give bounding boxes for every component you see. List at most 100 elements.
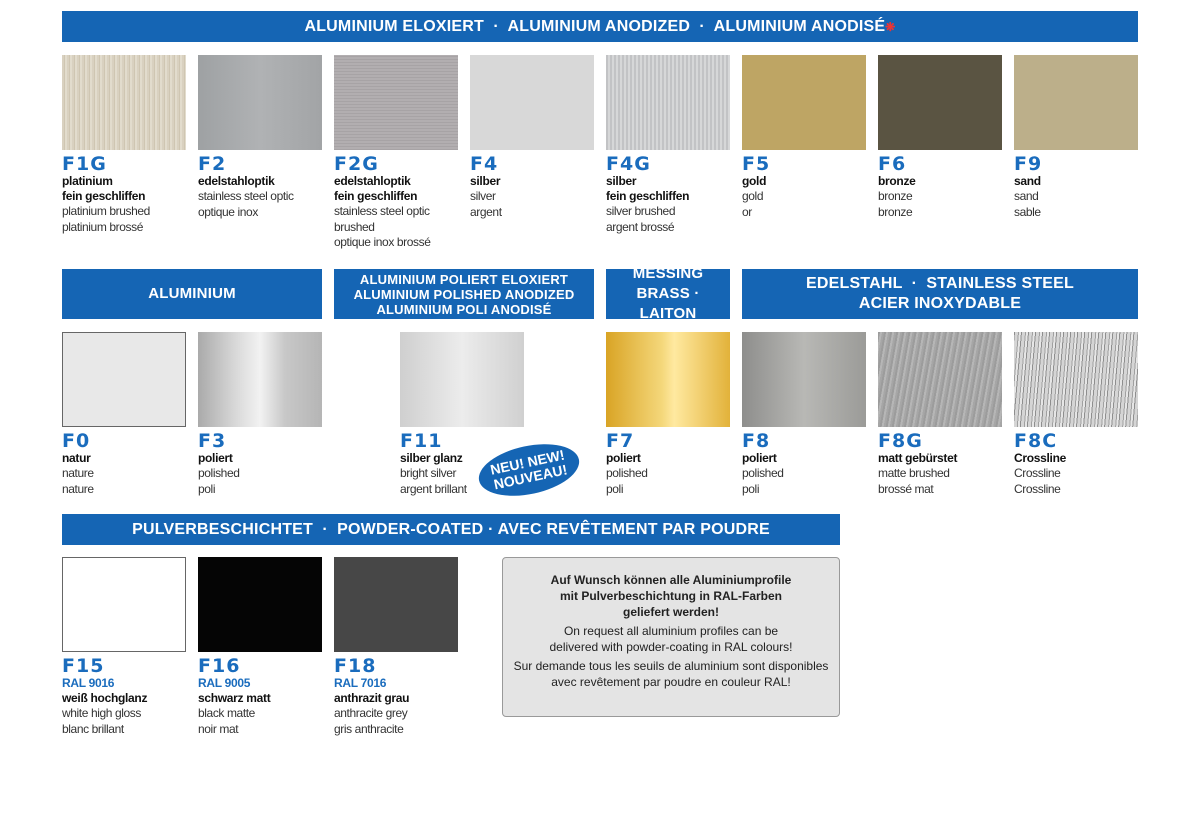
finish-item-f11: F11 silber glanz bright silver argent brill… bbox=[400, 332, 524, 497]
name-german: sand bbox=[1014, 174, 1041, 188]
finish-item-f1g: F1G platinium fein geschliffen platinium br… bbox=[62, 55, 186, 235]
header-line: ACIER INOXYDABLE bbox=[858, 295, 1022, 312]
note-line: mit Pulverbeschichtung in RAL-Farben bbox=[559, 589, 783, 603]
finish-swatch bbox=[334, 55, 458, 150]
finish-code: F8 bbox=[742, 430, 771, 452]
finish-code: F16 bbox=[198, 655, 241, 677]
finish-swatch bbox=[606, 332, 730, 427]
name-translation: matte brushed bbox=[878, 466, 950, 480]
finish-item-f16: F16 RAL 9005 schwarz matt black matte noir m… bbox=[198, 557, 322, 737]
finish-item-f4: F4 silber silver argent bbox=[470, 55, 594, 220]
finish-code: F8G bbox=[878, 430, 923, 452]
finish-code: F15 bbox=[62, 655, 105, 677]
header-line: ALUMINIUM POLISHED ANODIZED bbox=[353, 286, 575, 302]
name-german: natur bbox=[62, 451, 91, 465]
finish-item-f8g: F8G matt gebürstet matte brushed brossé mat bbox=[878, 332, 1002, 497]
name-translation: sable bbox=[1014, 204, 1041, 219]
ral-code: RAL 9016 bbox=[62, 676, 115, 690]
name-translation: or bbox=[742, 204, 752, 219]
finish-swatch bbox=[1014, 55, 1138, 150]
name-translation: brushed bbox=[334, 219, 375, 234]
name-translation: blanc brillant bbox=[62, 721, 124, 736]
finish-swatch bbox=[1014, 332, 1138, 427]
section-header-aluminium: ALUMINIUM bbox=[62, 269, 322, 319]
finish-item-f8c: F8C Crossline Crossline Crossline bbox=[1014, 332, 1138, 497]
name-translation: platinium brossé bbox=[62, 219, 143, 234]
name-translation: bright silver bbox=[400, 466, 457, 480]
name-german: schwarz matt bbox=[198, 691, 271, 705]
name-translation: optique inox brossé bbox=[334, 235, 431, 249]
finish-item-f4g: F4G silber fein geschliffen silver brushed a… bbox=[606, 55, 730, 235]
finish-item-f9: F9 sand sand sable bbox=[1014, 55, 1138, 220]
header-line: EDELSTAHL · STAINLESS STEEL bbox=[805, 275, 1075, 292]
finish-item-f3: F3 poliert polished poli bbox=[198, 332, 322, 497]
name-translation: Crossline bbox=[1014, 481, 1061, 496]
finish-code: F0 bbox=[62, 430, 91, 452]
finish-swatch bbox=[198, 557, 322, 652]
finish-swatch bbox=[62, 332, 186, 427]
name-translation: poli bbox=[606, 481, 624, 496]
name-translation: silver bbox=[470, 189, 496, 203]
finish-code: F8C bbox=[1014, 430, 1058, 452]
header-text: ALUMINIUM bbox=[148, 285, 236, 302]
name-translation: brossé mat bbox=[878, 481, 934, 496]
note-line: Sur demande tous les seuils de aluminium… bbox=[513, 659, 829, 673]
finish-code: F1G bbox=[62, 153, 107, 175]
name-german: platinium bbox=[62, 174, 113, 188]
name-translation: nature bbox=[62, 481, 94, 496]
name-german: fein geschliffen bbox=[62, 189, 146, 203]
finish-swatch bbox=[878, 55, 1002, 150]
name-german: poliert bbox=[742, 451, 777, 465]
finish-item-f7: F7 poliert polished poli bbox=[606, 332, 730, 497]
name-translation: anthracite grey bbox=[334, 706, 408, 720]
finish-swatch bbox=[400, 332, 524, 427]
name-translation: platinium brushed bbox=[62, 204, 150, 218]
name-translation: poli bbox=[198, 481, 216, 496]
name-translation: sand bbox=[1014, 189, 1039, 203]
finish-code: F5 bbox=[742, 153, 771, 175]
name-german: Crossline bbox=[1014, 451, 1066, 465]
name-german: silber bbox=[606, 174, 637, 188]
name-german: silber glanz bbox=[400, 451, 463, 465]
finish-code: F4 bbox=[470, 153, 499, 175]
header-line: BRASS · LAITON bbox=[636, 285, 700, 322]
note-line: delivered with powder-coating in RAL col… bbox=[549, 640, 793, 654]
ral-code: RAL 7016 bbox=[334, 676, 387, 690]
finish-swatch bbox=[198, 332, 322, 427]
finish-swatch bbox=[878, 332, 1002, 427]
name-translation: argent brossé bbox=[606, 219, 675, 234]
finish-code: F18 bbox=[334, 655, 377, 677]
header-text: ALUMINIUM ELOXIERT · ALUMINIUM ANODIZED … bbox=[304, 17, 886, 35]
finish-item-f5: F5 gold gold or bbox=[742, 55, 866, 220]
finish-item-f0: F0 natur nature nature bbox=[62, 332, 186, 497]
finish-code: F4G bbox=[606, 153, 651, 175]
name-german: poliert bbox=[606, 451, 641, 465]
name-german: fein geschliffen bbox=[334, 189, 418, 203]
name-translation: optique inox bbox=[198, 204, 258, 219]
finish-swatch bbox=[742, 332, 866, 427]
name-translation: white high gloss bbox=[62, 706, 141, 720]
note-line: Auf Wunsch können alle Aluminiumprofile bbox=[550, 573, 792, 587]
name-translation: polished bbox=[198, 466, 240, 480]
finish-code: F2G bbox=[334, 153, 379, 175]
finish-swatch bbox=[198, 55, 322, 150]
name-translation: stainless steel optic bbox=[198, 189, 294, 203]
section-header-anodized: ALUMINIUM ELOXIERT · ALUMINIUM ANODIZED … bbox=[62, 11, 1138, 42]
finish-code: F2 bbox=[198, 153, 227, 175]
header-line: ALUMINIUM POLI ANODISÉ bbox=[376, 301, 552, 317]
finish-swatch bbox=[62, 55, 186, 150]
header-text: PULVERBESCHICHTET · POWDER-COATED · AVEC… bbox=[132, 520, 770, 538]
name-german: bronze bbox=[878, 174, 916, 188]
section-header-powder: PULVERBESCHICHTET · POWDER-COATED · AVEC… bbox=[62, 514, 840, 545]
finish-code: F6 bbox=[878, 153, 907, 175]
name-translation: gold bbox=[742, 189, 764, 203]
name-german: edelstahloptik bbox=[198, 174, 275, 188]
name-translation: polished bbox=[742, 466, 784, 480]
finish-item-f2g: F2G edelstahloptik fein geschliffen stainle… bbox=[334, 55, 458, 251]
name-german: edelstahloptik bbox=[334, 174, 411, 188]
name-translation: argent bbox=[470, 204, 502, 219]
name-german: matt gebürstet bbox=[878, 451, 958, 465]
header-line: MESSING bbox=[632, 265, 704, 282]
flag-mark: ❋ bbox=[885, 19, 896, 34]
name-translation: stainless steel optic bbox=[334, 204, 430, 218]
